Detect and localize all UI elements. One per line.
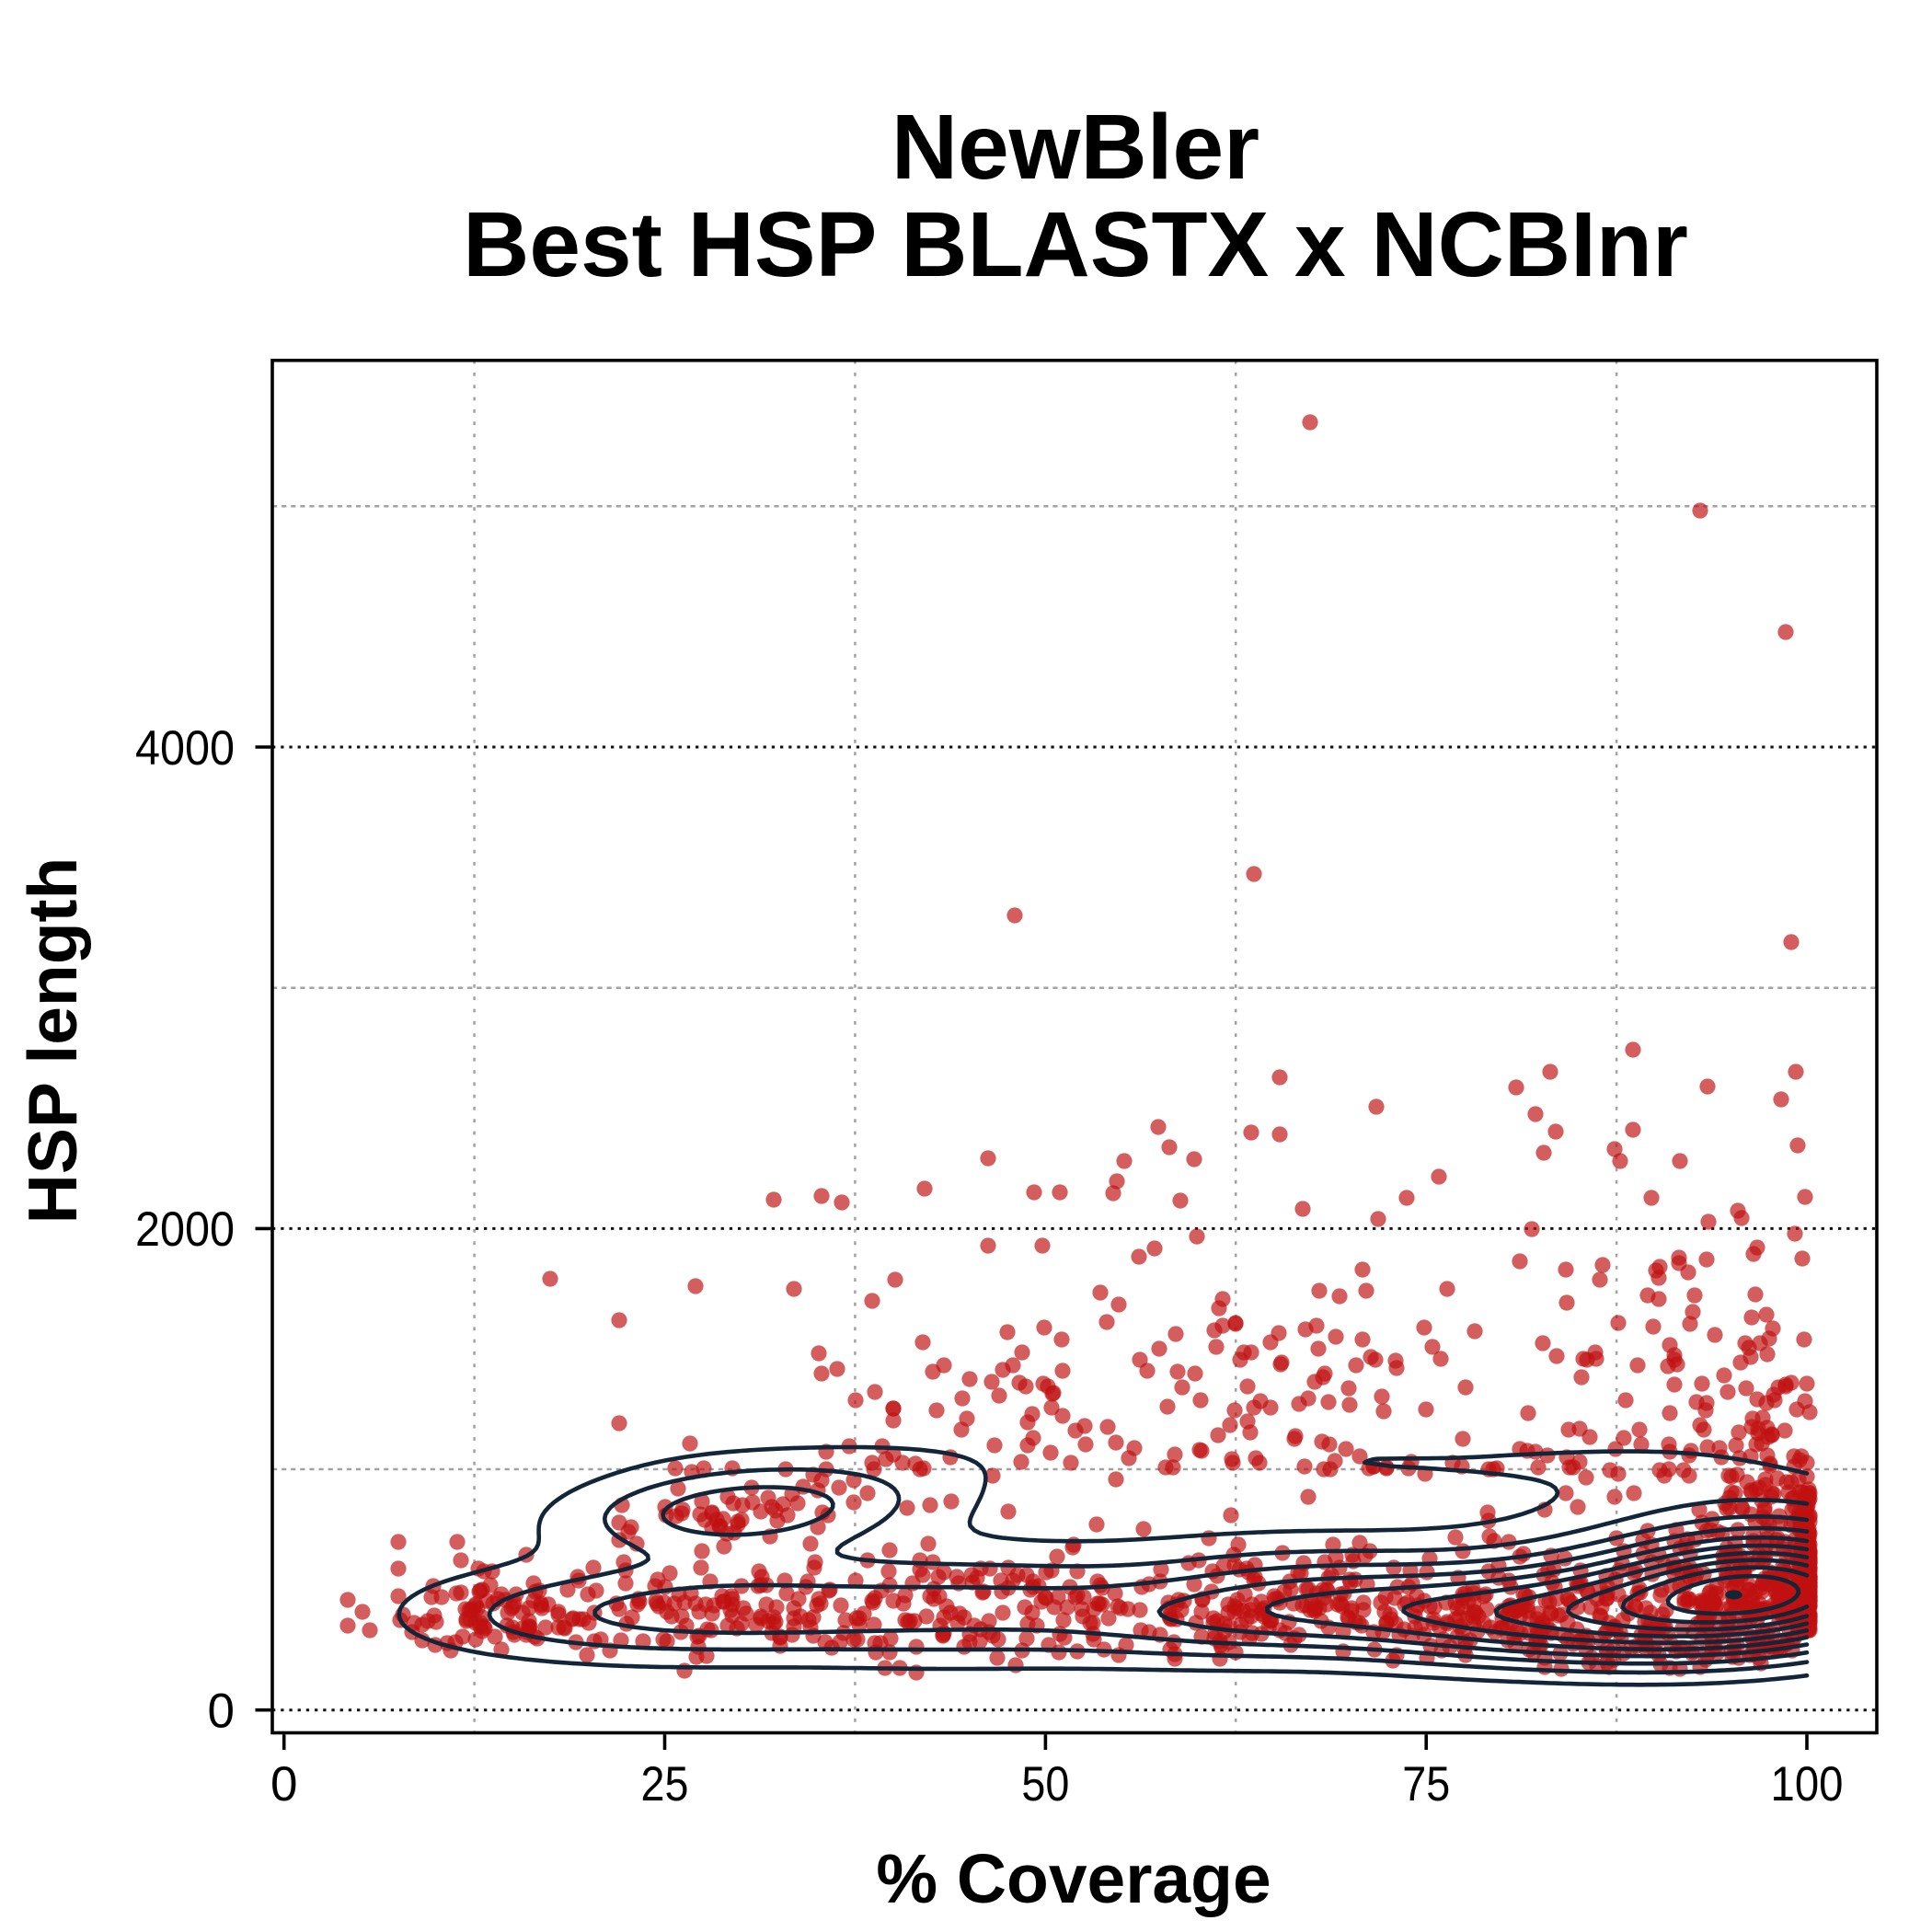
svg-text:Best HSP BLASTX x NCBInr: Best HSP BLASTX x NCBInr [463,193,1688,296]
svg-text:0: 0 [270,1757,297,1811]
svg-text:% Coverage: % Coverage [876,1840,1271,1917]
svg-text:4000: 4000 [135,721,235,776]
svg-text:HSP length: HSP length [14,857,91,1225]
svg-text:25: 25 [641,1757,689,1811]
svg-text:0: 0 [208,1685,235,1739]
svg-text:50: 50 [1021,1757,1069,1811]
svg-text:75: 75 [1402,1757,1450,1811]
svg-text:NewBler: NewBler [891,96,1259,199]
svg-text:2000: 2000 [135,1202,235,1257]
svg-text:100: 100 [1771,1757,1844,1811]
